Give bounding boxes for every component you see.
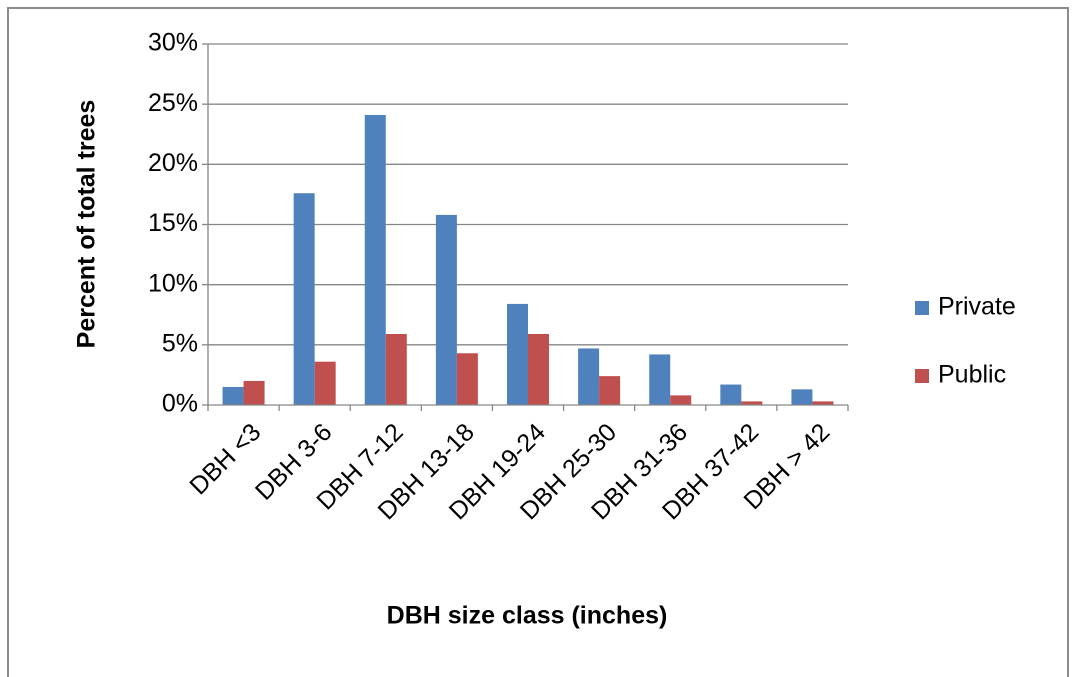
x-axis-label: DBH size class (inches) [387,602,668,630]
bar-private [649,354,671,405]
bar-private [791,389,813,405]
bar-private [222,386,244,405]
legend-swatch-public [915,369,929,383]
y-tick-label: 10% [148,269,198,297]
bar-private [435,214,457,405]
legend-swatch-private [915,301,929,315]
legend: Private Public [915,293,1016,389]
y-tick-labels: 0% 5% 10% 15% 20% 25% 30% [148,29,198,418]
y-axis-label: Percent of total trees [73,100,101,349]
y-tick-label: 5% [162,329,198,357]
y-tick-label: 20% [148,149,198,177]
bar-private [578,348,600,405]
bars [222,114,834,405]
bar-public [741,401,763,405]
bar-public [385,334,407,405]
legend-label-public: Public [938,361,1006,389]
y-tick-label: 25% [148,89,198,117]
y-tick-label: 15% [148,209,198,237]
axes [202,43,849,411]
bar-private [293,193,315,405]
y-tick-label: 0% [162,390,198,418]
bar-private [720,384,742,405]
bar-public [670,395,692,405]
bar-public [314,361,336,405]
bar-public [528,334,549,405]
bar-public [812,401,834,405]
y-tick-label: 30% [148,29,198,57]
bar-private [364,114,386,405]
legend-label-private: Private [938,293,1016,321]
bar-public [243,380,265,405]
bar-public [456,353,478,405]
bar-private [507,303,528,405]
chart-frame [7,7,1069,677]
bar-public [599,376,621,405]
